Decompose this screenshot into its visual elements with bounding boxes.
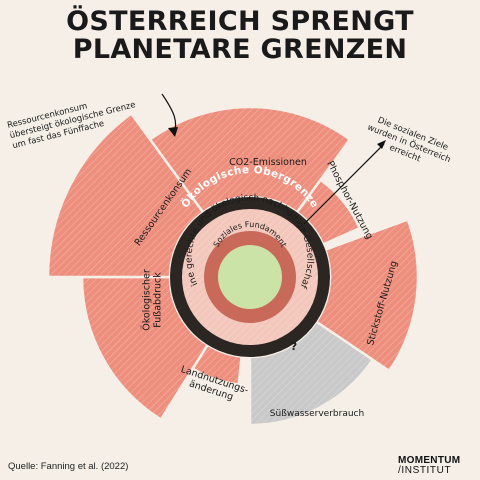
title-line-1: ÖSTERREICH SPRENGT	[66, 6, 414, 37]
logo-line-1: MOMENTUM	[398, 455, 461, 466]
core-circle	[218, 245, 282, 309]
wedge-hatch-phosphor-nutzung	[297, 179, 360, 245]
unknown-marker-suesswasserverbrauch: ?	[291, 340, 297, 353]
wedge-hatch-co2-emissionen	[150, 107, 350, 213]
wedge-hatch-landnutzungs-aenderung	[192, 344, 242, 385]
social-annotation-arrow	[303, 143, 385, 225]
indicator-label-suesswasserverbrauch: Süßwasserverbrauch	[270, 409, 364, 419]
resource-annotation-arrowhead	[168, 127, 178, 137]
wedge-hatch-oekologischer-fussabdruck	[82, 277, 208, 420]
logo-line-2: /INSTITUT	[398, 465, 452, 476]
wedges-layer	[46, 105, 420, 427]
wedge-hatch-suesswasserverbrauch	[250, 321, 373, 425]
social-annotation-arrowhead	[377, 140, 386, 149]
indicator-label-co2-emissionen: CO2-Emissionen	[229, 157, 307, 168]
momentum-logo: MOMENTUM /INSTITUT	[398, 456, 460, 476]
wedge-hatch-ressourcenkonsum	[48, 113, 203, 277]
title-line-2: PLANETARE GRENZEN	[72, 34, 408, 65]
wedge-hatch-stickstoff-nutzung	[316, 219, 418, 371]
chart-title: ÖSTERREICH SPRENGT PLANETARE GRENZEN	[0, 8, 480, 64]
indicator-label-oekologischer-fussabdruck: ÖkologischerFußabdruck	[142, 269, 164, 331]
annotation-social-goals: Die sozialen Zielewurden in Österreicher…	[362, 113, 456, 175]
source-note: Quelle: Fanning et al. (2022)	[8, 461, 129, 472]
